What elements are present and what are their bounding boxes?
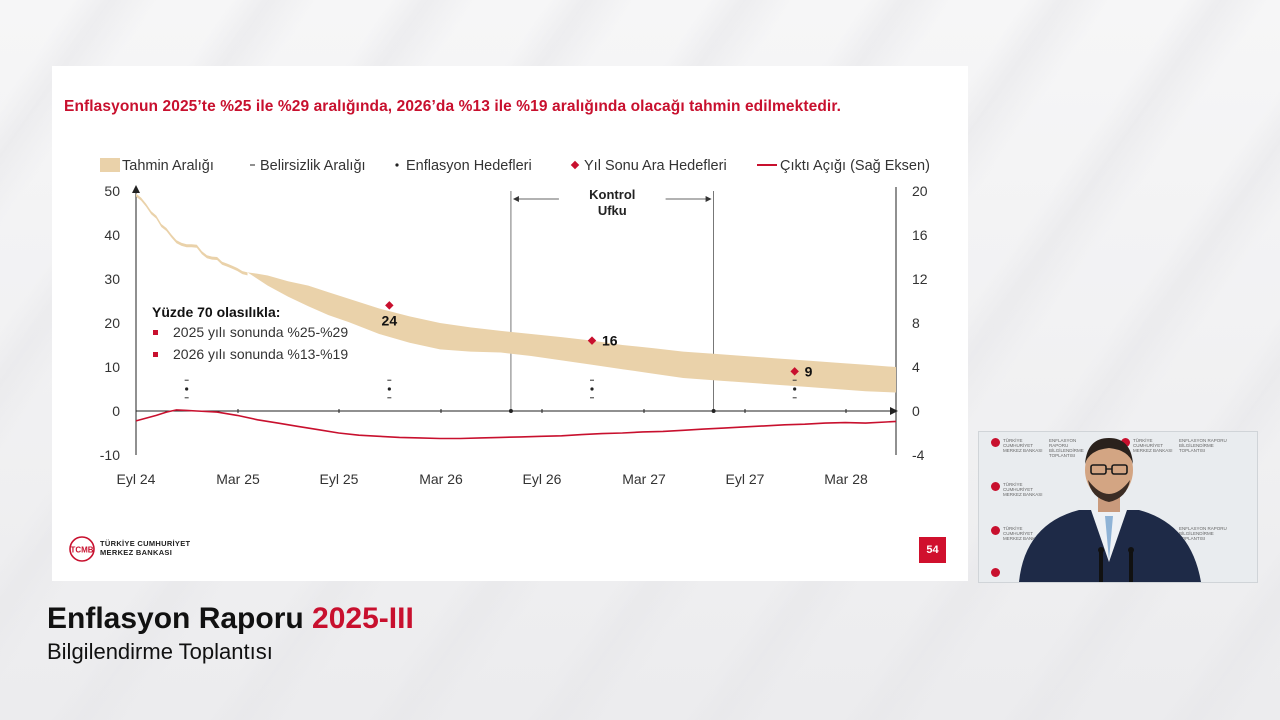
tcmb-logo: TCMB TÜRKİYE CUMHURİYET MERKEZ BANKASI bbox=[68, 534, 208, 564]
speaker-video-feed: TÜRKİYE CUMHURİYET MERKEZ BANKASI ENFLAS… bbox=[978, 431, 1258, 583]
wall-banner-text: ENFLASYON RAPORU BİLGİLENDİRME TOPLANTIS… bbox=[1049, 438, 1084, 458]
x-axis-tick-label: Mar 28 bbox=[824, 471, 868, 487]
annotation-item: 2025 yılı sonunda %25-%29 bbox=[173, 324, 348, 340]
right-axis-tick-label: 8 bbox=[912, 315, 920, 331]
tcmb-logo-mark: TCMB bbox=[69, 536, 95, 562]
forecast-band-area bbox=[136, 193, 896, 393]
inflation-target-dot bbox=[185, 387, 189, 391]
legend-item: Belirsizlik Aralığı bbox=[250, 158, 366, 174]
control-horizon-label: Kontrol bbox=[589, 187, 635, 202]
x-axis-tick-label: Eyl 25 bbox=[320, 471, 359, 487]
annotation-title: Yüzde 70 olasılıkla: bbox=[152, 304, 280, 320]
annotation-item: 2026 yılı sonunda %13-%19 bbox=[173, 346, 348, 362]
wall-logo-icon bbox=[1121, 438, 1130, 447]
x-axis-tick-label: Mar 25 bbox=[216, 471, 260, 487]
left-axis-arrow bbox=[132, 185, 140, 193]
output-gap-line bbox=[135, 409, 897, 440]
left-axis-tick-label: 40 bbox=[104, 227, 120, 243]
left-axis-tick-label: 30 bbox=[104, 271, 120, 287]
year-end-target-marker bbox=[587, 336, 597, 345]
horizon-axis-dot bbox=[508, 409, 513, 413]
left-axis-tick-label: 10 bbox=[104, 359, 120, 375]
wall-banner-text: ENFLASYON RAPORU BİLGİLENDİRME TOPLANTIS… bbox=[1179, 526, 1227, 541]
wall-logo-icon bbox=[991, 526, 1000, 535]
page-number-badge: 54 bbox=[919, 537, 946, 563]
inflation-forecast-chart: Tahmin Aralığı Belirsizlik Aralığı Enflasy… bbox=[100, 158, 930, 487]
right-axis-tick-label: 16 bbox=[912, 227, 928, 243]
inflation-target-dot bbox=[387, 387, 391, 391]
legend-label: Çıktı Açığı (Sağ Eksen) bbox=[780, 158, 930, 174]
control-horizon-arrowhead-right bbox=[705, 196, 712, 202]
wall-logo-icon bbox=[991, 482, 1000, 491]
legend-diamond-marker bbox=[570, 160, 580, 170]
legend-item: Yıl Sonu Ara Hedefleri bbox=[570, 158, 727, 174]
wall-logo-text: TÜRKİYE CUMHURİYET MERKEZ BANKASI bbox=[1003, 438, 1043, 453]
chart-annotation: Yüzde 70 olasılıkla: 2025 yılı sonunda %2… bbox=[152, 304, 348, 362]
horizon-axis-dot bbox=[711, 409, 716, 413]
legend-label: Yıl Sonu Ara Hedefleri bbox=[584, 158, 727, 174]
slide-headline: Enflasyonun 2025’te %25 ile %29 aralığın… bbox=[64, 98, 842, 115]
presentation-slide: Enflasyonun 2025’te %25 ile %29 aralığın… bbox=[52, 66, 968, 581]
x-axis-tick-label: Mar 27 bbox=[622, 471, 666, 487]
year-end-target-label: 24 bbox=[382, 312, 398, 328]
x-axis-tick-label: Eyl 27 bbox=[726, 471, 765, 487]
legend-label: Tahmin Aralığı bbox=[122, 158, 214, 174]
report-title-period: 2025-III bbox=[312, 602, 414, 635]
right-axis-tick-label: 12 bbox=[912, 271, 928, 287]
report-title: Enflasyon Raporu 2025-III bbox=[47, 602, 414, 636]
annotation-bullet bbox=[153, 352, 158, 357]
left-axis-tick-label: 50 bbox=[104, 183, 120, 199]
wall-logo-text: TÜRKİYE CUMHURİYET MERKEZ BANKASI bbox=[1003, 482, 1043, 497]
legend-label: Belirsizlik Aralığı bbox=[260, 158, 366, 174]
wall-banner-text: ENFLASYON RAPORU BİLGİLENDİRME TOPLANTIS… bbox=[1179, 438, 1227, 453]
wall-logo-text: TÜRKİYE CUMHURİYET MERKEZ BANKASI bbox=[1003, 526, 1043, 541]
inflation-target-dot bbox=[590, 387, 594, 391]
x-axis-tick-label: Eyl 24 bbox=[117, 471, 156, 487]
left-axis-tick-label: -10 bbox=[100, 447, 120, 463]
annotation-bullet bbox=[153, 330, 158, 335]
legend-label: Enflasyon Hedefleri bbox=[406, 158, 532, 174]
report-subtitle: Bilgilendirme Toplantısı bbox=[47, 639, 273, 664]
right-axis-tick-label: -4 bbox=[912, 447, 925, 463]
x-axis-tick-label: Mar 26 bbox=[419, 471, 463, 487]
zero-line-arrow bbox=[890, 407, 898, 415]
x-axis-tick-label: Eyl 26 bbox=[523, 471, 562, 487]
chart-legend: Tahmin Aralığı Belirsizlik Aralığı Enflasy… bbox=[100, 158, 930, 174]
logo-line-1: TÜRKİYE CUMHURİYET bbox=[100, 539, 191, 548]
control-horizon-label: Ufku bbox=[598, 203, 627, 218]
year-end-target-marker bbox=[385, 301, 394, 310]
report-title-main: Enflasyon Raporu bbox=[47, 602, 304, 635]
right-axis-tick-label: 20 bbox=[912, 183, 928, 199]
wall-logo-icon bbox=[991, 438, 1000, 447]
left-axis-tick-label: 20 bbox=[104, 315, 120, 331]
year-end-target-label: 16 bbox=[602, 333, 618, 349]
right-axis-tick-label: 0 bbox=[912, 403, 920, 419]
year-end-target-label: 9 bbox=[805, 363, 813, 379]
year-end-target-marker bbox=[790, 367, 799, 376]
speaker-figure bbox=[1019, 438, 1201, 582]
wall-logo-text: TÜRKİYE CUMHURİYET MERKEZ BANKASI bbox=[1133, 438, 1173, 453]
svg-text:TCMB: TCMB bbox=[70, 546, 93, 555]
wall-logo-icon bbox=[991, 568, 1000, 577]
control-horizon-arrowhead-left bbox=[512, 196, 519, 202]
inflation-target-dot bbox=[793, 387, 797, 391]
right-axis-tick-label: 4 bbox=[912, 359, 920, 375]
legend-item: Enflasyon Hedefleri bbox=[395, 158, 532, 174]
legend-item: Çıktı Açığı (Sağ Eksen) bbox=[757, 158, 930, 174]
legend-band-swatch bbox=[100, 158, 120, 172]
left-axis-tick-label: 0 bbox=[112, 403, 120, 419]
logo-line-2: MERKEZ BANKASI bbox=[100, 548, 173, 557]
legend-item: Tahmin Aralığı bbox=[100, 158, 214, 174]
legend-dot-marker bbox=[395, 163, 399, 167]
